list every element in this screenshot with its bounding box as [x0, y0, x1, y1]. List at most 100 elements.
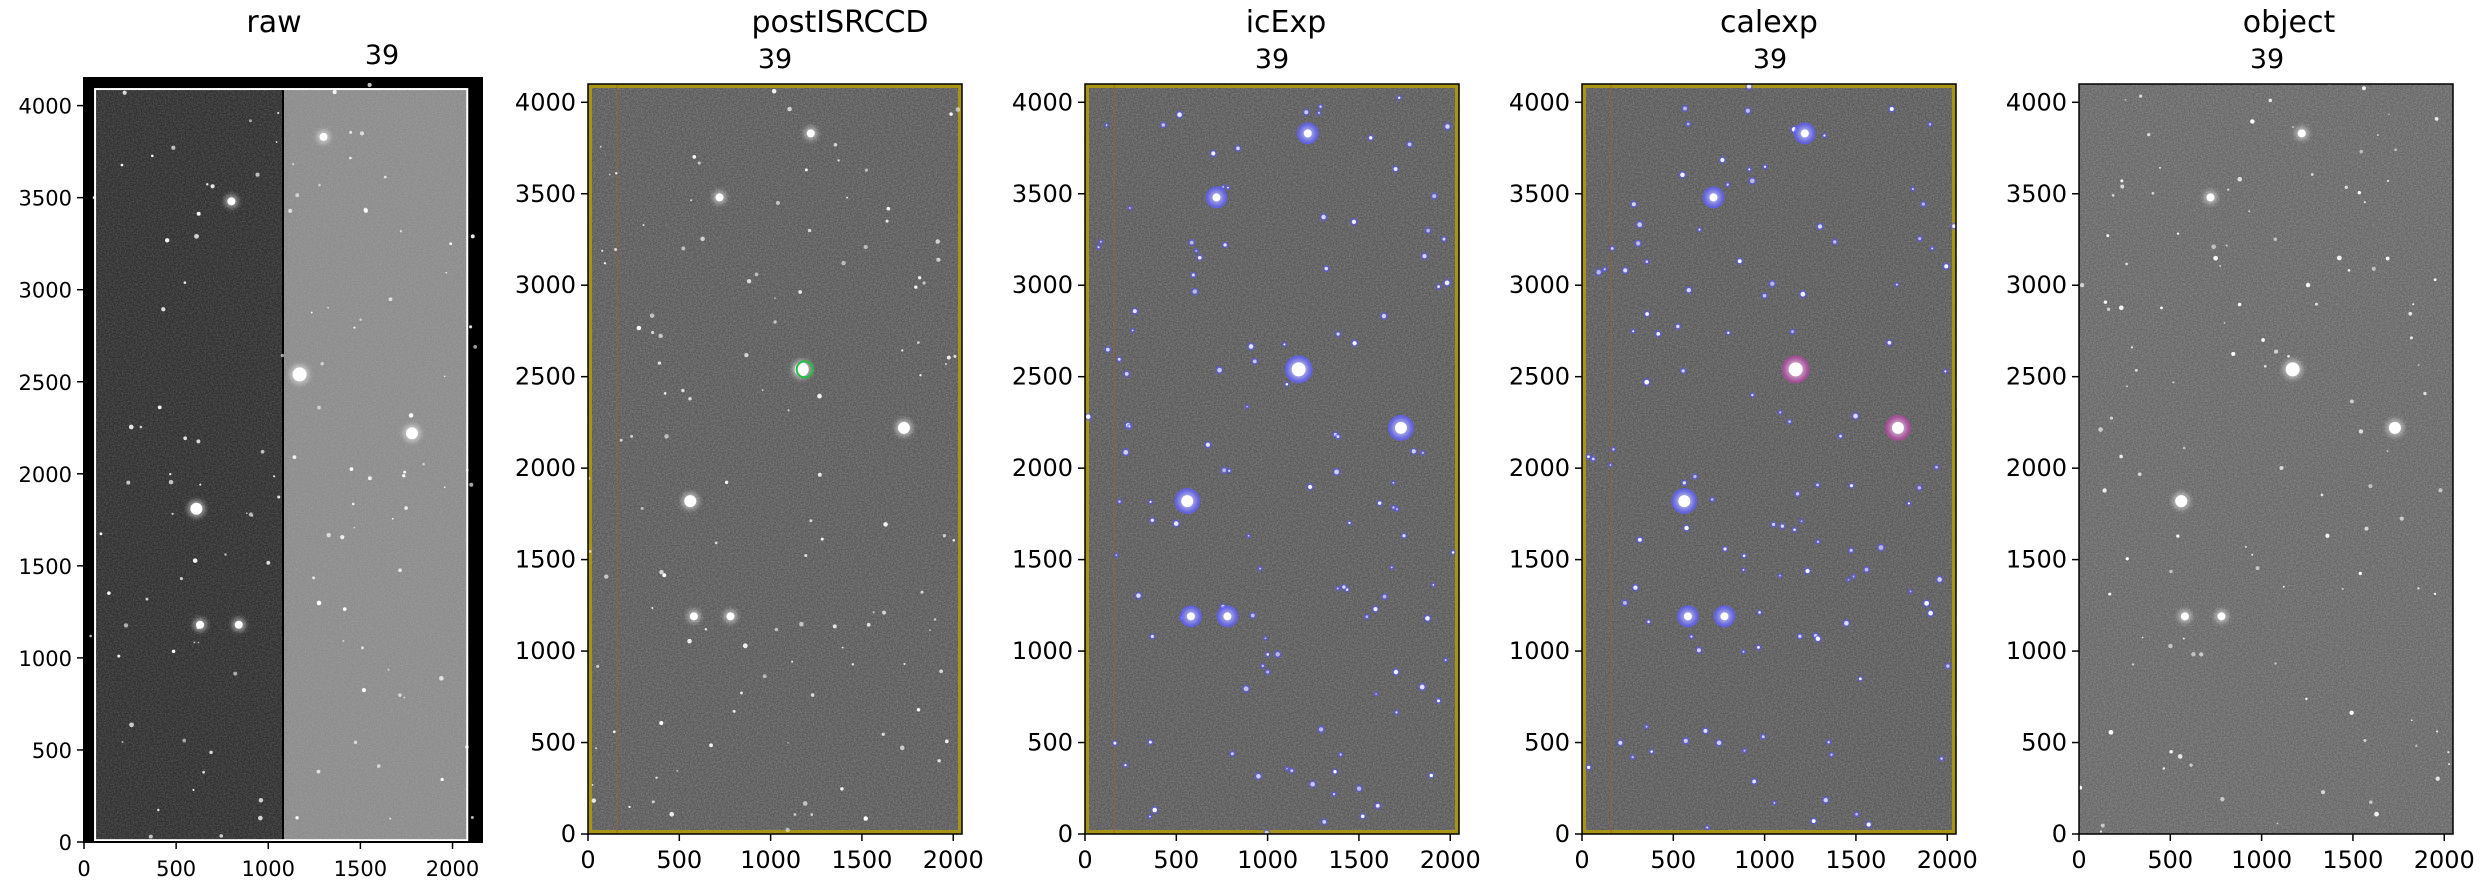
star	[1798, 634, 1802, 638]
star	[292, 455, 297, 460]
x-tick-label: 0	[2071, 846, 2086, 874]
star	[1227, 186, 1229, 189]
star	[2363, 201, 2366, 204]
star	[408, 413, 414, 418]
star	[340, 535, 345, 540]
star	[1686, 122, 1690, 126]
star	[277, 495, 281, 499]
star	[123, 623, 129, 628]
star	[1742, 650, 1745, 653]
star	[1266, 653, 1270, 656]
star	[2109, 416, 2114, 420]
star	[700, 236, 705, 242]
star	[1645, 725, 1648, 728]
star	[1393, 669, 1399, 675]
star	[1800, 291, 1806, 297]
star	[1743, 749, 1746, 752]
star	[1149, 500, 1152, 503]
star	[1823, 134, 1826, 137]
bright-source	[1394, 421, 1407, 434]
star	[2244, 545, 2248, 549]
star	[2139, 94, 2143, 98]
panel-label: 39	[2250, 44, 2284, 75]
star	[955, 107, 961, 112]
star	[2336, 255, 2342, 261]
star	[1745, 108, 1750, 113]
star	[1099, 240, 1102, 243]
star	[1610, 247, 1614, 250]
star	[2436, 730, 2439, 733]
star	[1123, 449, 1129, 455]
y-tick-label: 0	[1058, 820, 1073, 848]
star	[99, 532, 103, 536]
x-tick-label: 1500	[1825, 846, 1886, 874]
star	[787, 742, 789, 744]
x-tick-label: 500	[656, 846, 702, 874]
star	[1952, 224, 1956, 229]
star	[920, 590, 924, 594]
star	[1612, 448, 1615, 451]
star	[310, 311, 313, 314]
star	[1645, 312, 1649, 316]
star	[292, 163, 295, 166]
star	[183, 436, 188, 441]
star	[2363, 738, 2367, 742]
star	[2100, 823, 2105, 828]
star	[2276, 822, 2279, 825]
star	[1333, 770, 1337, 774]
panel-raw: 0 500 1000 1500 2000 0 500 1000 1500 2000 2500 3000…	[19, 5, 483, 881]
y-tick-label: 500	[2021, 729, 2067, 757]
star	[1248, 344, 1254, 349]
star	[449, 242, 453, 246]
star	[1419, 684, 1425, 690]
star	[2415, 744, 2418, 747]
star	[1591, 457, 1595, 461]
bright-source	[1683, 612, 1692, 621]
image-area	[1085, 84, 1459, 834]
image-noise	[2079, 84, 2453, 834]
star	[1432, 194, 1437, 199]
star	[1445, 124, 1450, 129]
star	[1742, 554, 1746, 558]
star	[1895, 283, 1898, 286]
y-tick-label: 4000	[515, 88, 576, 116]
star	[2126, 385, 2128, 388]
star	[2103, 300, 2108, 304]
star	[1195, 249, 1198, 252]
star	[1177, 112, 1182, 118]
star	[2371, 266, 2376, 271]
star	[692, 154, 697, 159]
star	[470, 234, 475, 239]
star	[2130, 346, 2134, 349]
star	[251, 514, 254, 517]
star	[919, 374, 922, 377]
star	[332, 90, 337, 95]
star	[942, 533, 947, 538]
star	[2131, 663, 2135, 666]
star	[658, 333, 663, 339]
star	[1252, 359, 1257, 364]
star	[317, 405, 321, 410]
star	[886, 206, 891, 211]
star	[465, 468, 469, 472]
star	[1342, 585, 1346, 589]
star	[1946, 664, 1950, 668]
star	[1150, 634, 1154, 639]
y-tick-label: 2500	[1012, 363, 1073, 391]
star	[1587, 455, 1590, 458]
bright-source	[2285, 362, 2300, 377]
star	[688, 396, 692, 401]
star	[2423, 391, 2427, 396]
star	[771, 89, 777, 94]
star	[388, 297, 393, 302]
star	[398, 568, 402, 573]
star	[1773, 802, 1776, 804]
star	[649, 313, 655, 318]
x-tick-label: 1000	[1237, 846, 1298, 874]
y-tick-label: 3500	[2006, 180, 2067, 208]
star	[1656, 331, 1661, 336]
star	[775, 201, 780, 205]
star	[1211, 151, 1216, 156]
star	[810, 693, 815, 697]
y-tick-label: 3500	[1012, 180, 1073, 208]
